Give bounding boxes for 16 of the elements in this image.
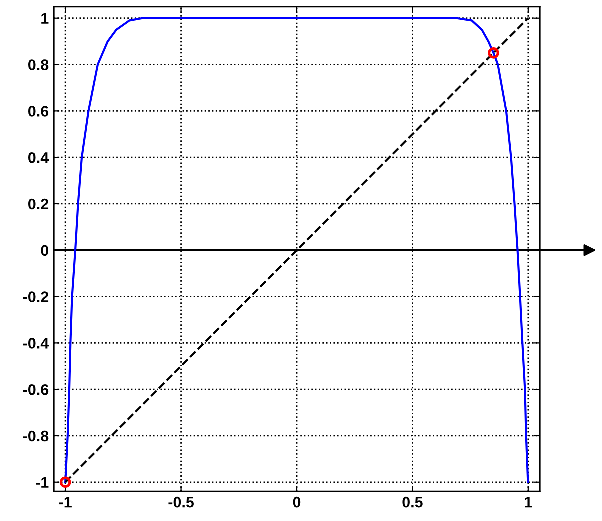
y-tick-label: -1 <box>36 477 49 488</box>
x-tick-label: -1 <box>59 497 72 508</box>
y-tick-label: 0.8 <box>28 60 49 70</box>
y-tick-label: -0.2 <box>23 292 49 302</box>
y-tick-label: -0.6 <box>23 384 49 396</box>
x-tick-label: 1 <box>525 497 532 508</box>
x-tick-label: 0 <box>293 496 301 508</box>
y-tick-label: 0 <box>41 245 49 256</box>
y-tick-label: 0.2 <box>28 198 49 210</box>
y-tick-label: 0.6 <box>28 106 49 117</box>
x-tick-label: -0.5 <box>168 496 194 508</box>
y-tick-label: 0.4 <box>28 152 50 164</box>
y-tick-label: -0.4 <box>23 338 50 349</box>
x-tick-label: 0.5 <box>402 496 423 508</box>
y-tick-label: 1 <box>42 13 49 24</box>
y-tick-label: -0.8 <box>23 430 49 442</box>
